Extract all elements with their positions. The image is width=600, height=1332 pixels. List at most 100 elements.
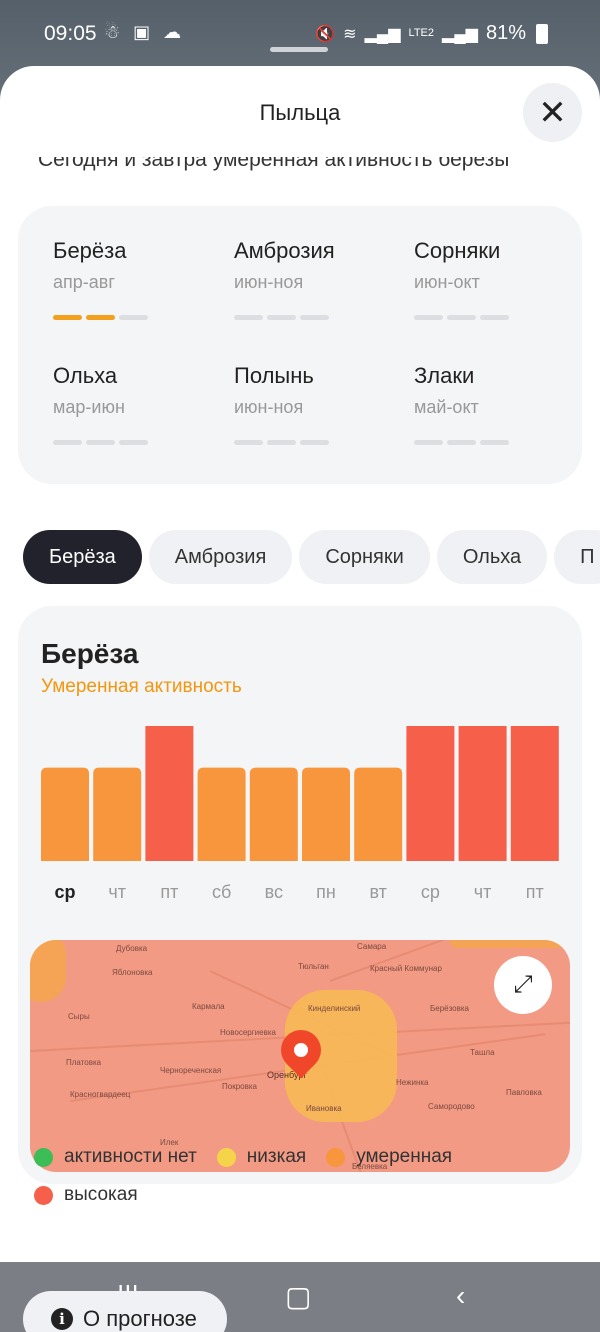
- chart-tick-label: чт: [108, 882, 126, 902]
- map-label: Платовка: [66, 1058, 102, 1067]
- close-icon: ✕: [538, 93, 567, 132]
- legend-label: низкая: [246, 1146, 307, 1167]
- forecast-title: Берёза: [41, 638, 139, 669]
- tab-allergen[interactable]: П: [554, 530, 600, 584]
- map-label: Беляевка: [352, 1162, 388, 1171]
- allergens-card: Берёза апр-авг Амброзия июн-ноя Сорняки …: [18, 206, 582, 484]
- legend-label: активности нет: [64, 1146, 197, 1167]
- allergen-item[interactable]: Амброзия июн-ноя: [234, 238, 404, 320]
- expand-map-button[interactable]: ⤢: [494, 956, 552, 1014]
- map-city-label: Оренбург: [267, 1070, 307, 1080]
- wifi-icon: ≋: [343, 25, 357, 43]
- status-time: 09:05: [44, 22, 97, 45]
- tab-allergen[interactable]: Берёза: [23, 530, 142, 584]
- chart-tick-label: ср: [54, 882, 75, 902]
- activity-level-bar: [414, 440, 584, 445]
- chart-bar: [510, 726, 559, 861]
- map-label: Яблоновка: [112, 968, 153, 977]
- allergen-item[interactable]: Сорняки июн-окт: [414, 238, 584, 320]
- chart-tick-label: чт: [474, 882, 492, 902]
- map-label: Красногвардеец: [70, 1090, 131, 1099]
- signal-icon: ▂▄▆: [364, 25, 401, 43]
- allergen-item[interactable]: Берёза апр-авг: [53, 238, 223, 320]
- chart-tick-label: пт: [160, 882, 178, 902]
- mute-icon: 🔇: [315, 25, 336, 43]
- close-button[interactable]: ✕: [523, 83, 582, 142]
- activity-level-bar: [53, 440, 223, 445]
- notification-icons: ☃ ▣ ☁: [104, 22, 186, 42]
- forecast-card: Берёза Умеренная активность ср чт пт сб вс пн…: [18, 606, 582, 1184]
- chart-tick-label: ср: [421, 882, 440, 902]
- tab-allergen[interactable]: Сорняки: [299, 530, 430, 584]
- allergen-name: Злаки: [414, 363, 475, 388]
- map-label: Кинделинский: [308, 1004, 361, 1013]
- legend-item: высокая: [34, 1184, 138, 1206]
- tab-allergen[interactable]: Ольха: [436, 530, 548, 584]
- chart-tick-label: пт: [526, 882, 544, 902]
- allergen-range: май-окт: [414, 397, 479, 417]
- activity-level-bar: [234, 315, 404, 320]
- allergen-tabs: Берёза Амброзия Сорняки Ольха П: [23, 530, 600, 584]
- sheet-title: Пыльца: [259, 100, 341, 125]
- map-label: Красный Коммунар: [370, 964, 442, 973]
- legend-dot: [216, 1147, 236, 1167]
- chart-bar: [93, 767, 142, 861]
- legend-dot: [34, 1147, 53, 1167]
- expand-icon: ⤢: [513, 971, 533, 998]
- allergen-range: мар-июн: [53, 397, 125, 417]
- allergen-name: Полынь: [234, 363, 314, 388]
- allergen-name: Ольха: [53, 363, 118, 388]
- info-icon: i: [51, 1308, 73, 1330]
- tab-allergen[interactable]: Амброзия: [148, 530, 293, 584]
- back-icon[interactable]: ‹: [456, 1280, 466, 1311]
- pollen-map[interactable]: Дубовка Самара Яблоновка Тюльган Красный…: [30, 940, 570, 1172]
- map-label: Тюльган: [298, 962, 329, 971]
- map-label: Нежинка: [396, 1078, 429, 1087]
- allergen-range: июн-окт: [414, 272, 480, 292]
- drag-handle[interactable]: [270, 47, 328, 52]
- battery-percent: 81%: [485, 22, 526, 44]
- map-label: Ташла: [470, 1048, 495, 1057]
- allergen-range: июн-ноя: [234, 397, 304, 417]
- activity-level-bar: [53, 315, 223, 320]
- map-label: Ивановка: [306, 1104, 342, 1113]
- allergen-range: апр-авг: [53, 272, 115, 292]
- legend-label: высокая: [64, 1184, 138, 1205]
- chart-tick-label: вс: [265, 882, 283, 902]
- chart-tick-label: сб: [212, 882, 231, 902]
- allergen-item[interactable]: Ольха мар-июн: [53, 363, 223, 445]
- home-icon[interactable]: ▢: [285, 1281, 312, 1312]
- forecast-status: Умеренная активность: [41, 676, 242, 697]
- activity-level-bar: [234, 440, 404, 445]
- legend-row: активности нет низкая умеренная: [34, 1138, 574, 1176]
- pollen-sheet: Пыльца ✕ Сегодня и завтра умеренная акти…: [0, 66, 600, 1332]
- forecast-bar-chart: ср чт пт сб вс пн вт ср чт пт: [41, 726, 559, 902]
- chart-tick-label: пн: [316, 882, 336, 902]
- network-label: LTE2: [408, 27, 435, 39]
- legend-dot: [326, 1147, 346, 1167]
- chart-bar: [145, 726, 194, 861]
- about-forecast-button[interactable]: i О прогнозе: [23, 1291, 227, 1332]
- map-label: Новосергиевка: [220, 1028, 276, 1037]
- allergen-range: июн-ноя: [234, 272, 304, 292]
- allergen-name: Амброзия: [234, 238, 335, 263]
- allergen-item[interactable]: Злаки май-окт: [414, 363, 584, 445]
- summary-text: Сегодня и завтра умеренная активность бе…: [38, 148, 510, 171]
- map-label: Берёзовка: [430, 1004, 469, 1013]
- activity-level-bar: [414, 315, 584, 320]
- legend-row: высокая: [34, 1176, 574, 1214]
- chart-bar: [41, 767, 89, 861]
- status-right: 🔇 ≋ ▂▄▆ LTE2 ▂▄▆ 81%: [315, 22, 548, 45]
- allergen-name: Сорняки: [414, 238, 501, 263]
- allergen-name: Берёза: [53, 238, 127, 263]
- map-label: Самородово: [428, 1102, 475, 1111]
- legend-item: активности нет: [34, 1146, 197, 1168]
- chart-bar: [406, 726, 455, 861]
- chart-bar: [302, 767, 350, 861]
- map-label: Покровка: [222, 1082, 257, 1091]
- chart-bar: [458, 726, 507, 861]
- status-bar: 09:05 ☃ ▣ ☁ 🔇 ≋ ▂▄▆ LTE2 ▂▄▆ 81%: [0, 0, 600, 66]
- chart-bar: [197, 767, 246, 861]
- allergen-item[interactable]: Полынь июн-ноя: [234, 363, 404, 445]
- map-label: Кармала: [192, 1002, 225, 1011]
